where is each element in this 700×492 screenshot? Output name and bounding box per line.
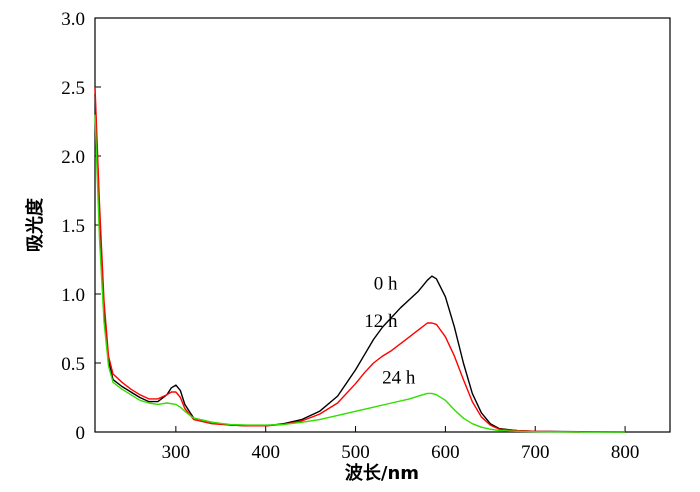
y-axis-title: 吸光度	[24, 197, 46, 252]
series-label-2: 24 h	[382, 367, 416, 388]
y-tick-label: 0.5	[61, 354, 85, 375]
y-tick-label: 2.0	[61, 147, 85, 168]
x-tick-label: 600	[431, 442, 460, 463]
x-tick-label: 700	[521, 442, 550, 463]
series-line-2	[94, 114, 626, 433]
series-line-0	[94, 93, 626, 433]
x-tick-label: 400	[251, 442, 280, 463]
series-line-1	[94, 86, 581, 433]
x-tick-label: 300	[162, 442, 191, 463]
x-tick-label: 800	[611, 442, 640, 463]
axis-ticks: 300 400 500 600 700 800 0 0.5 1.0 1.5 2.0 2.5 3.0	[61, 9, 639, 463]
series-label-0: 0 h	[374, 274, 398, 295]
y-tick-label: 3.0	[61, 9, 85, 30]
y-tick-label: 1.5	[61, 216, 85, 237]
y-tick-label: 1.0	[61, 285, 85, 306]
series-labels: 0 h 12 h 24 h	[364, 274, 416, 389]
x-axis-title: 波长/nm	[345, 462, 419, 484]
x-tick-label: 500	[341, 442, 370, 463]
series-label-1: 12 h	[364, 311, 398, 332]
series-layer	[94, 86, 626, 433]
y-tick-label: 2.5	[61, 78, 85, 99]
y-tick-label: 0	[76, 423, 86, 444]
